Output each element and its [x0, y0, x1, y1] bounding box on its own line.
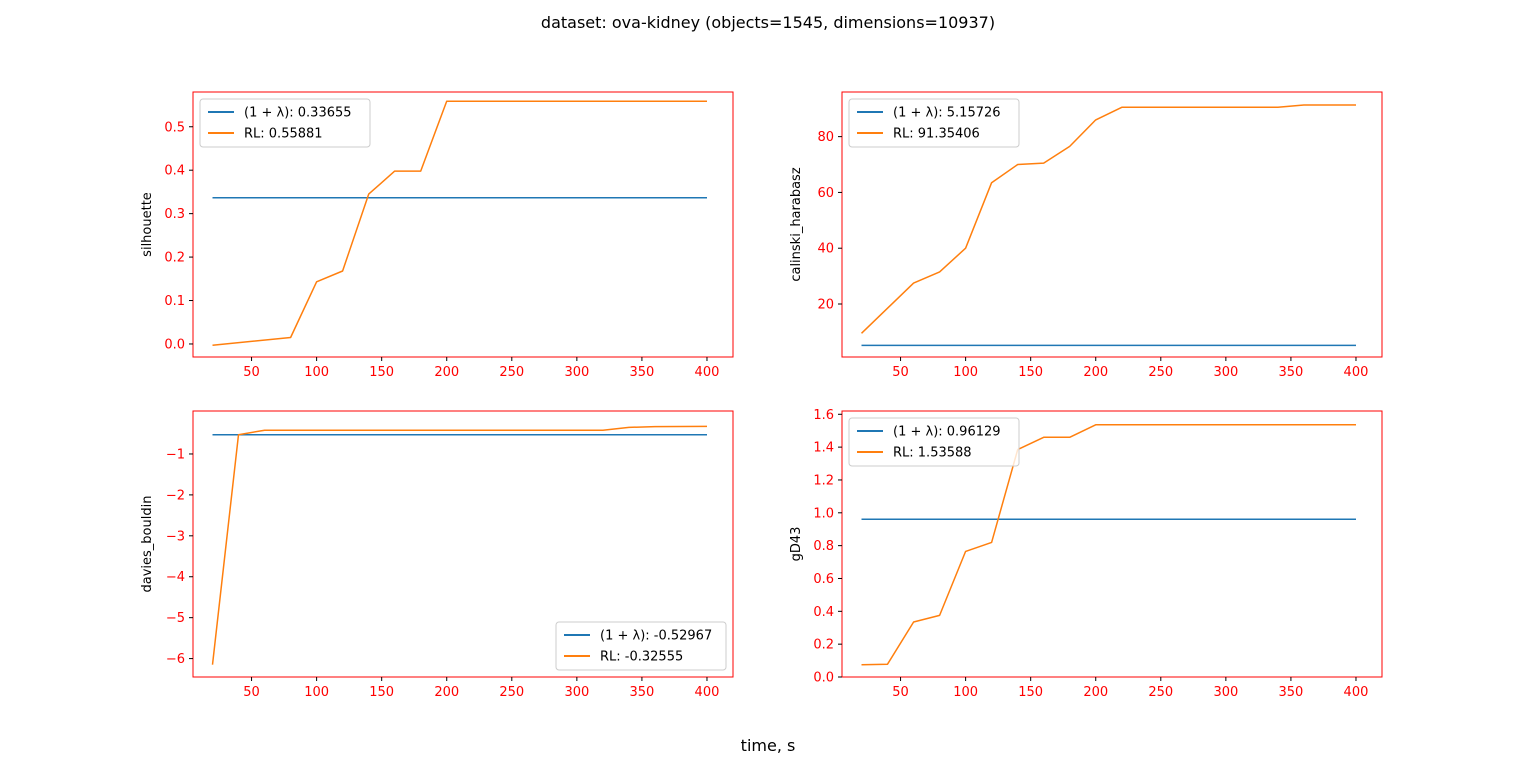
figure-xlabel: time, s	[741, 736, 796, 755]
y-tick-label: −1	[166, 447, 185, 462]
y-axis-label: silhouette	[140, 192, 155, 257]
x-tick-label: 150	[1018, 365, 1043, 380]
y-axis-label: davies_bouldin	[140, 496, 155, 593]
y-tick-label: 0.2	[164, 251, 185, 266]
y-tick-label: 1.2	[813, 473, 834, 488]
x-tick-label: 400	[1344, 685, 1369, 700]
x-tick-label: 100	[304, 685, 329, 700]
x-tick-label: 200	[1083, 365, 1108, 380]
x-tick-label: 250	[1148, 685, 1173, 700]
y-tick-label: −3	[166, 529, 185, 544]
y-tick-label: 60	[817, 186, 834, 201]
legend-label: RL: 1.53588	[893, 446, 972, 461]
subplot-gd43: 50 100 150 200 250 300 350 400 0.0 0.2 0.4 0.6 0.8 1.…	[789, 408, 1383, 700]
x-tick-label: 200	[1083, 685, 1108, 700]
y-tick-label: 0.4	[813, 605, 834, 620]
y-tick-label: 0.5	[164, 120, 185, 135]
legend-box	[848, 98, 1020, 148]
y-tick-label: 0.4	[164, 164, 185, 179]
x-tick-label: 350	[630, 685, 655, 700]
legend-label: (1 + λ): -0.52967	[600, 629, 712, 644]
legend-box	[555, 621, 727, 671]
subplot-silhouette: 50 100 150 200 250 300 350 400 0.0 0.1 0.2 0.3 0.4 0.…	[140, 91, 734, 380]
y-tick-label: 0.0	[813, 671, 834, 686]
axes-frame	[841, 91, 1383, 358]
y-tick-label: 1.6	[813, 408, 834, 423]
x-tick-label: 400	[695, 685, 720, 700]
x-tick-label: 300	[1213, 365, 1238, 380]
y-tick-label: 0.1	[164, 294, 185, 309]
y-tick-label: 1.0	[813, 506, 834, 521]
x-tick-label: 150	[369, 365, 394, 380]
y-tick-label: 0.8	[813, 539, 834, 554]
x-tick-label: 250	[499, 685, 524, 700]
x-tick-label: 400	[1344, 365, 1369, 380]
y-tick-label: −4	[166, 570, 185, 585]
y-axis-label: calinski_harabasz	[789, 167, 804, 281]
x-tick-label: 250	[1148, 365, 1173, 380]
legend: (1 + λ): 5.15726 RL: 91.35406	[848, 98, 1020, 148]
x-tick-label: 200	[434, 365, 459, 380]
x-tick-label: 350	[1279, 685, 1304, 700]
subplot-davies-bouldin: 50 100 150 200 250 300 350 400 −1 −2 −3 −4 −5 −6 davie…	[140, 410, 734, 700]
legend-label: (1 + λ): 0.33655	[244, 106, 352, 121]
y-tick-label: −2	[166, 488, 185, 503]
x-tick-label: 50	[892, 685, 909, 700]
x-tick-label: 50	[892, 365, 909, 380]
legend-box	[848, 417, 1020, 467]
series-line-rl	[861, 424, 1356, 666]
y-tick-label: 0.6	[813, 572, 834, 587]
legend: (1 + λ): 0.33655 RL: 0.55881	[199, 98, 371, 148]
y-tick-label: −6	[166, 652, 185, 667]
legend-label: (1 + λ): 0.96129	[893, 425, 1001, 440]
x-tick-label: 100	[953, 365, 978, 380]
subplots: 50 100 150 200 250 300 350 400 0.0 0.1 0.2 0.3 0.4 0.…	[140, 91, 1383, 700]
y-tick-label: 20	[817, 298, 834, 313]
legend-label: RL: -0.32555	[600, 650, 683, 665]
x-tick-label: 200	[434, 685, 459, 700]
x-tick-label: 300	[1213, 685, 1238, 700]
figure-suptitle: dataset: ova-kidney (objects=1545, dimen…	[541, 13, 995, 32]
x-tick-label: 50	[243, 685, 260, 700]
x-tick-label: 100	[953, 685, 978, 700]
y-tick-label: −5	[166, 611, 185, 626]
x-tick-label: 100	[304, 365, 329, 380]
x-tick-label: 350	[630, 365, 655, 380]
legend-label: RL: 91.35406	[893, 127, 980, 142]
legend-box	[199, 98, 371, 148]
legend-label: RL: 0.55881	[244, 127, 323, 142]
x-tick-label: 250	[499, 365, 524, 380]
y-tick-label: 0.0	[164, 337, 185, 352]
legend-label: (1 + λ): 5.15726	[893, 106, 1001, 121]
x-tick-label: 150	[1018, 685, 1043, 700]
x-tick-label: 300	[564, 365, 589, 380]
y-tick-label: 0.3	[164, 207, 185, 222]
axes-frame	[192, 410, 734, 678]
series-line-rl	[212, 100, 707, 347]
y-tick-label: 40	[817, 242, 834, 257]
legend: (1 + λ): 0.96129 RL: 1.53588	[848, 417, 1020, 467]
series-line-rl	[860, 104, 1356, 334]
x-tick-label: 350	[1279, 365, 1304, 380]
x-tick-label: 400	[695, 365, 720, 380]
y-tick-label: 80	[817, 130, 834, 145]
subplot-calinski-harabasz: 50 100 150 200 250 300 350 400 20 40 60 80 calinski_…	[789, 91, 1383, 380]
x-tick-label: 50	[243, 365, 260, 380]
legend: (1 + λ): -0.52967 RL: -0.32555	[555, 621, 727, 671]
series-line-rl	[211, 425, 708, 665]
x-tick-label: 150	[369, 685, 394, 700]
y-axis-label: gD43	[789, 527, 804, 562]
y-tick-label: 0.2	[813, 638, 834, 653]
y-tick-label: 1.4	[813, 441, 834, 456]
x-tick-label: 300	[564, 685, 589, 700]
axes-frame	[192, 91, 734, 358]
axes-frame	[841, 410, 1383, 678]
